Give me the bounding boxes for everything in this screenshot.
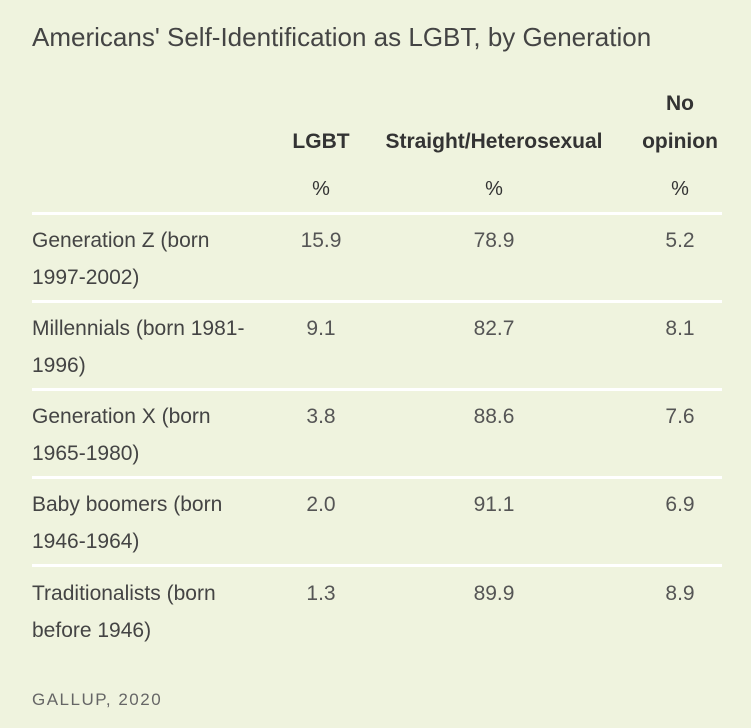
cell-lgbt: 3.8	[306, 405, 336, 428]
column-unit-lgbt: %	[312, 178, 330, 200]
row-separator	[32, 564, 722, 567]
cell-lgbt: 15.9	[300, 229, 342, 252]
row-label-generation-x: Generation X (born 1965-1980)	[32, 398, 282, 472]
column-header-straight: Straight/Heterosexual	[385, 130, 603, 153]
row-label-line1: Millennials (born 1981-	[32, 317, 245, 340]
source-credit: GALLUP, 2020	[32, 690, 163, 709]
row-label-line1: Traditionalists (born	[32, 582, 216, 605]
column-unit-straight: %	[485, 178, 503, 200]
cell-no-opinion: 6.9	[665, 493, 695, 516]
row-label-line2: 1965-1980)	[32, 442, 140, 465]
cell-lgbt: 1.3	[306, 582, 336, 605]
row-label-baby-boomers: Baby boomers (born 1946-1964)	[32, 486, 282, 560]
row-label-line2: 1997-2002)	[32, 266, 140, 289]
cell-no-opinion: 5.2	[665, 229, 695, 252]
cell-no-opinion: 8.1	[665, 317, 695, 340]
row-label-line1: Generation X (born	[32, 405, 211, 428]
row-label-line2: 1946-1964)	[32, 530, 140, 553]
row-label-line2: before 1946)	[32, 619, 152, 642]
column-header-lgbt: LGBT	[292, 130, 350, 153]
cell-no-opinion: 8.9	[665, 582, 695, 605]
row-label-traditionalists: Traditionalists (born before 1946)	[32, 575, 282, 649]
header-separator	[32, 212, 722, 215]
chart-title: Americans' Self-Identification as LGBT, …	[32, 22, 652, 52]
column-header-no-opinion-line1: No	[666, 92, 694, 115]
row-label-generation-z: Generation Z (born 1997-2002)	[32, 222, 282, 296]
column-unit-no-opinion: %	[671, 178, 689, 200]
cell-lgbt: 2.0	[306, 493, 336, 516]
row-separator	[32, 388, 722, 391]
row-label-line1: Baby boomers (born	[32, 493, 223, 516]
row-label-line2: 1996)	[32, 354, 86, 377]
row-separator	[32, 300, 722, 303]
cell-straight: 78.9	[473, 229, 515, 252]
cell-straight: 91.1	[473, 493, 515, 516]
cell-straight: 89.9	[473, 582, 515, 605]
cell-lgbt: 9.1	[306, 317, 336, 340]
row-separator	[32, 476, 722, 479]
row-label-millennials: Millennials (born 1981- 1996)	[32, 310, 282, 384]
cell-straight: 82.7	[473, 317, 515, 340]
row-label-line1: Generation Z (born	[32, 229, 210, 252]
cell-no-opinion: 7.6	[665, 405, 695, 428]
cell-straight: 88.6	[473, 405, 515, 428]
column-header-no-opinion-line2: opinion	[642, 130, 718, 153]
